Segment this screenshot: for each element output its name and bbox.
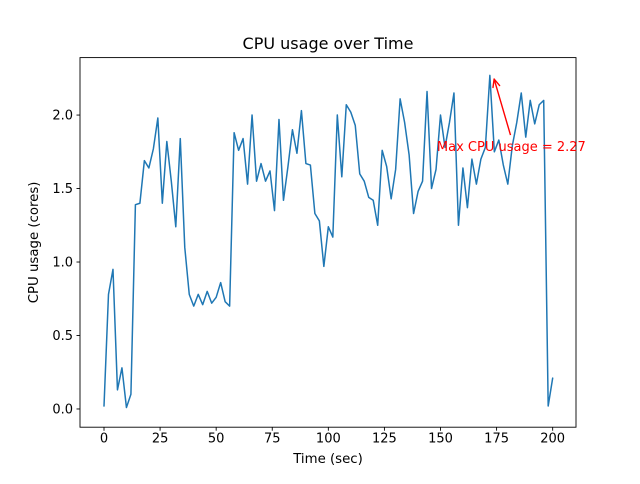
axes-box — [79, 57, 577, 428]
y-tick-label: 2.0 — [52, 109, 73, 124]
data-series — [103, 74, 554, 409]
cpu-usage-line — [103, 74, 554, 409]
y-tick-label: 1.0 — [52, 256, 73, 271]
x-tick-label: 0 — [100, 432, 108, 447]
x-tick-label: 25 — [152, 432, 169, 447]
annotation-arrow — [492, 78, 512, 136]
x-tick-label: 125 — [372, 432, 397, 447]
arrow-head-stroke — [492, 78, 495, 89]
x-tick-label: 150 — [428, 432, 453, 447]
x-axis-label: Time (sec) — [292, 452, 363, 467]
arrow-head-stroke — [493, 78, 501, 87]
x-tick-label: 175 — [484, 432, 509, 447]
y-tick-label: 0.5 — [52, 329, 73, 344]
y-tick-label: 1.5 — [52, 182, 73, 197]
y-axis-label: CPU usage (cores) — [27, 182, 42, 304]
x-tick-label: 100 — [316, 432, 341, 447]
x-axis-ticks: 0 25 50 75 100 125 150 175 200 — [100, 427, 565, 447]
chart-title: CPU usage over Time — [243, 34, 414, 53]
y-axis-ticks: 0.0 0.5 1.0 1.5 2.0 — [52, 109, 80, 417]
arrow-shaft — [493, 78, 512, 136]
x-tick-label: 75 — [264, 432, 281, 447]
x-tick-label: 50 — [208, 432, 225, 447]
x-tick-label: 200 — [540, 432, 565, 447]
annotation-text: Max CPU usage = 2.27 — [437, 140, 586, 155]
y-tick-label: 0.0 — [52, 402, 73, 417]
